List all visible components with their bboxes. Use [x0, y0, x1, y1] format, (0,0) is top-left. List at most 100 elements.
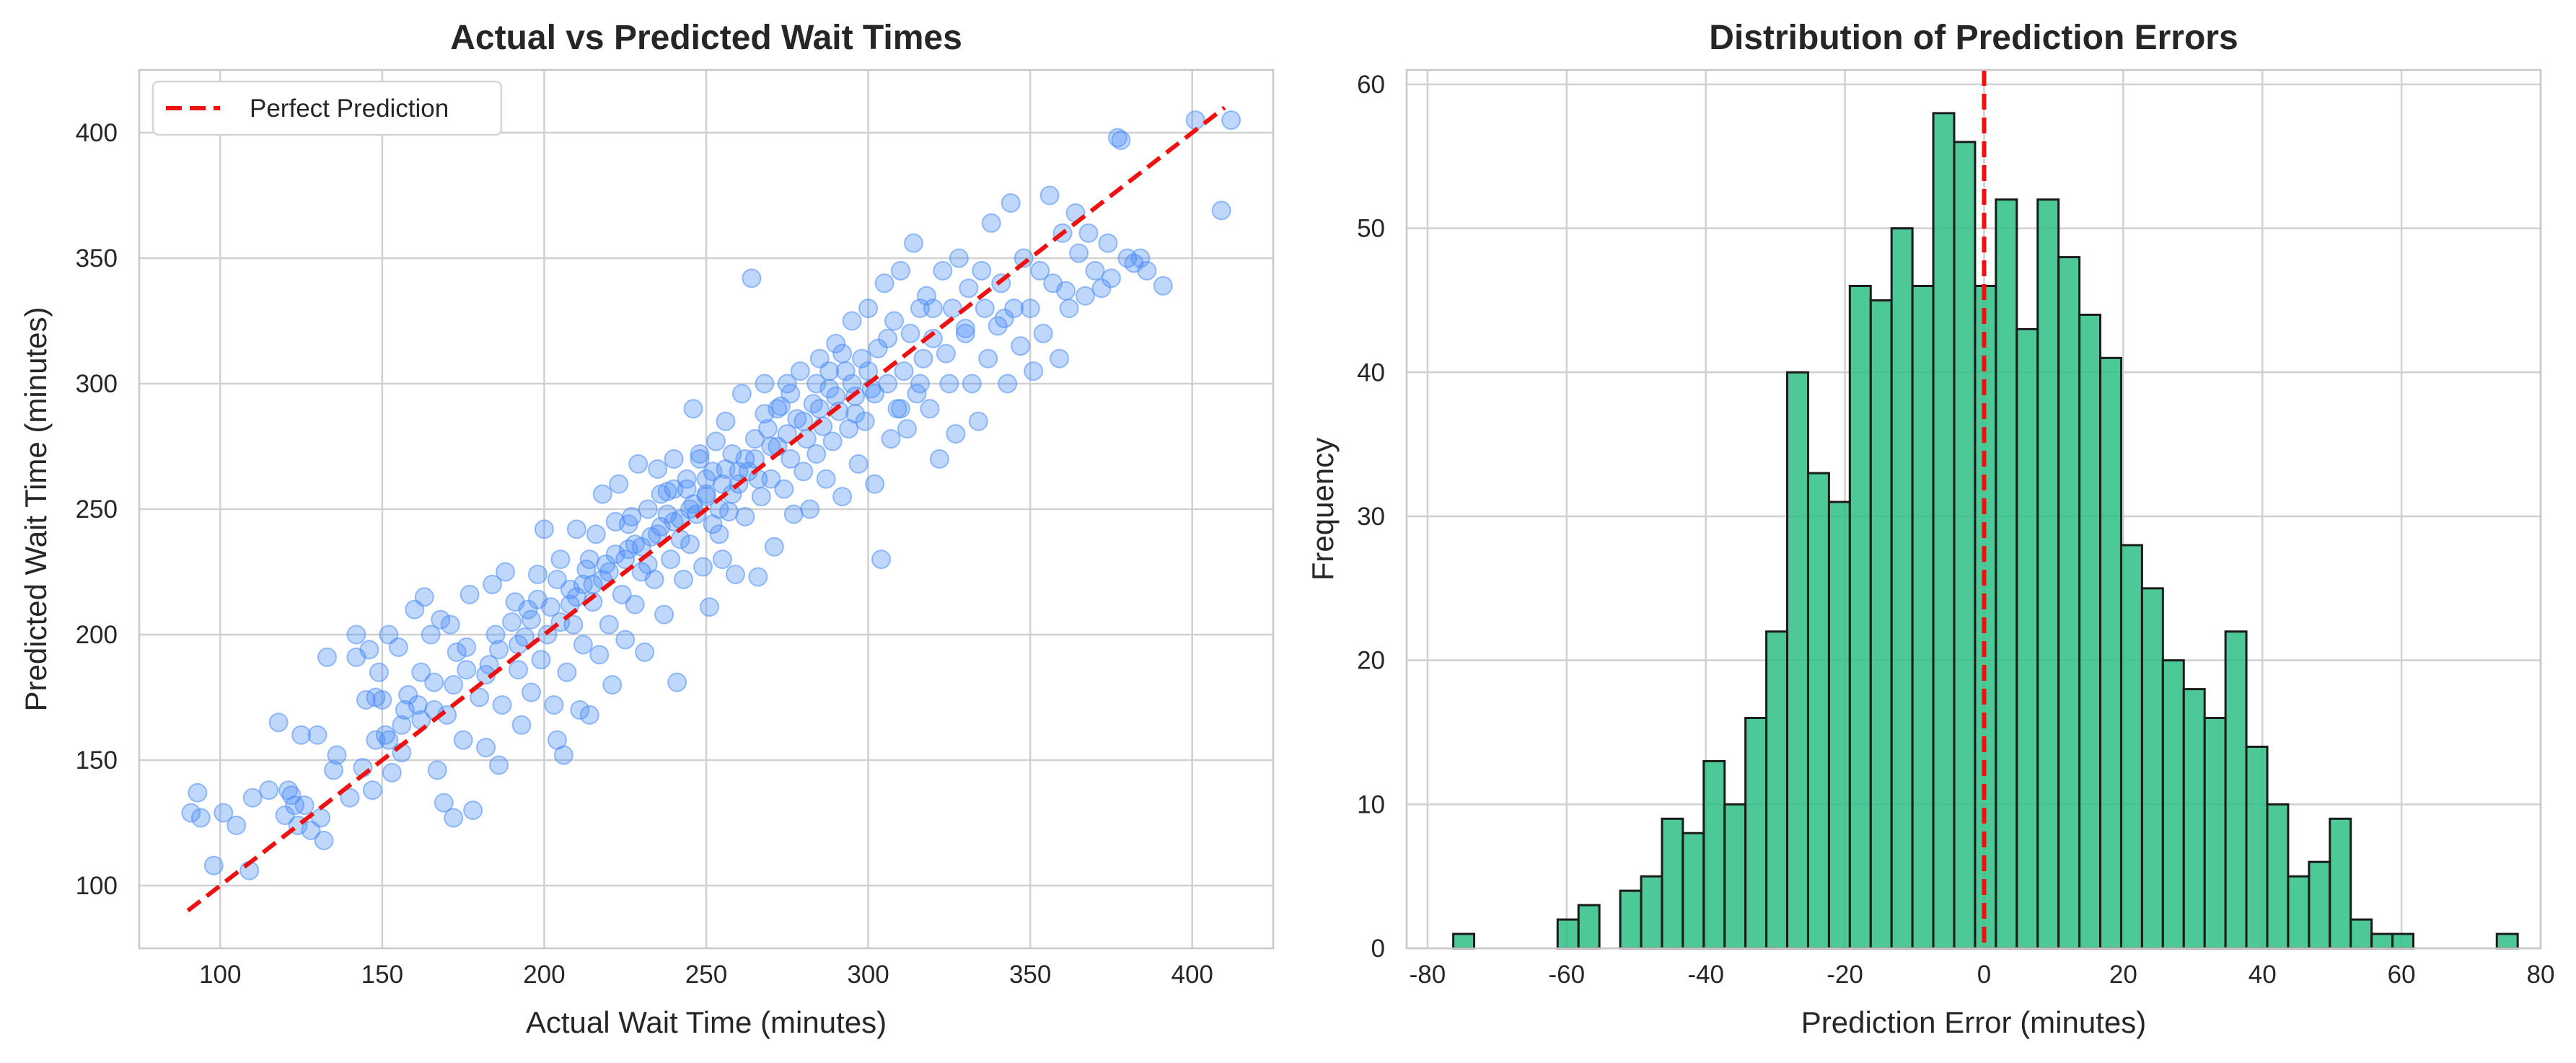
histogram-y-tick-label: 50: [1357, 215, 1385, 243]
scatter-y-axis-label: Predicted Wait Time (minutes): [19, 307, 53, 712]
scatter-x-ticks: 100 150 200 250 300 350 400: [199, 961, 1213, 989]
scatter-x-tick-label: 250: [685, 961, 727, 989]
scatter-point: [1004, 299, 1024, 319]
scatter-point: [599, 562, 619, 582]
scatter-point: [874, 273, 894, 294]
scatter-point: [822, 431, 843, 451]
histogram-x-tick-label: 0: [1977, 961, 1991, 989]
histogram-bar: [2119, 544, 2143, 950]
scatter-point: [550, 550, 571, 570]
scatter-point: [832, 343, 853, 363]
histogram-bar: [2266, 803, 2290, 950]
histogram-y-ticks: 0 10 20 30 40 50 60: [1357, 71, 1385, 963]
scatter-point: [696, 469, 716, 489]
scatter-point: [612, 584, 632, 604]
scatter-point: [635, 642, 655, 662]
scatter-point: [369, 662, 389, 682]
scatter-point: [1050, 348, 1070, 369]
scatter-x-tick-label: 200: [523, 961, 565, 989]
scatter-point: [703, 514, 723, 534]
scatter-point: [683, 399, 703, 419]
histogram-x-ticks: -80 -60 -40 -20 0 20 40 60 80: [1410, 961, 2555, 989]
scatter-point: [1030, 260, 1050, 281]
scatter-point: [1107, 128, 1127, 148]
scatter-point: [903, 233, 923, 253]
scatter-point: [748, 469, 768, 489]
scatter-point: [1024, 361, 1044, 381]
scatter-point: [1185, 110, 1205, 131]
scatter-point: [783, 504, 804, 524]
histogram-bar: [2308, 860, 2331, 950]
scatter-point: [340, 788, 360, 808]
scatter-point: [188, 782, 208, 803]
scatter-point: [705, 431, 726, 451]
histogram-bar: [1723, 803, 1747, 950]
scatter-point: [819, 361, 840, 381]
scatter-point: [615, 550, 636, 570]
scatter-point: [323, 760, 343, 780]
scatter-point: [748, 567, 768, 587]
scatter-point: [816, 469, 836, 489]
scatter-point: [1085, 260, 1105, 281]
scatter-x-axis-label: Actual Wait Time (minutes): [526, 1005, 887, 1039]
histogram-bar: [1890, 227, 1914, 950]
scatter-title: Actual vs Predicted Wait Times: [450, 19, 962, 57]
scatter-point: [566, 587, 586, 607]
scatter-point: [725, 564, 745, 584]
scatter-point: [709, 524, 729, 544]
scatter-point: [667, 672, 687, 692]
scatter-point: [661, 550, 681, 570]
scatter-point: [790, 361, 810, 381]
scatter-point: [794, 411, 814, 431]
scatter-point: [534, 519, 554, 539]
scatter-point: [664, 449, 684, 469]
scatter-point: [431, 609, 451, 630]
scatter-point: [483, 574, 503, 594]
scatter-point: [781, 449, 801, 469]
scatter-point: [547, 569, 567, 589]
scatter-x-tick-label: 100: [199, 961, 241, 989]
scatter-point: [716, 459, 736, 479]
scatter-point: [489, 755, 509, 775]
scatter-point: [712, 550, 732, 570]
scatter-point: [777, 424, 797, 444]
scatter-point: [670, 529, 690, 550]
scatter-point: [988, 316, 1008, 336]
scatter-point: [848, 454, 869, 474]
scatter-point: [693, 557, 713, 577]
scatter-point: [242, 788, 263, 808]
scatter-point: [327, 745, 347, 765]
scatter-point: [664, 479, 684, 499]
scatter-point: [826, 333, 846, 353]
scatter-point: [414, 587, 434, 607]
histogram-bar: [2140, 587, 2164, 950]
histogram-bar: [2224, 630, 2248, 950]
scatter-point: [998, 374, 1018, 394]
histogram-bar: [1765, 630, 1789, 950]
scatter-point: [664, 511, 684, 532]
histogram-bar: [2203, 717, 2227, 950]
histogram-y-tick-label: 60: [1357, 71, 1385, 99]
scatter-y-tick-label: 150: [76, 746, 118, 775]
scatter-point: [1020, 299, 1040, 319]
histogram-x-tick-label: 40: [2248, 961, 2277, 989]
scatter-point: [444, 808, 464, 828]
scatter-point: [521, 609, 541, 630]
scatter-point: [317, 647, 338, 667]
scatter-point: [680, 534, 700, 555]
histogram-bar: [2182, 688, 2206, 950]
scatter-point: [311, 808, 331, 828]
histogram-bar: [1995, 198, 2018, 950]
scatter-x-tick-label: 350: [1009, 961, 1051, 989]
scatter-point: [858, 299, 879, 319]
scatter-point: [1098, 233, 1118, 253]
scatter-point: [768, 399, 788, 419]
scatter-point: [939, 374, 959, 394]
scatter-point: [742, 268, 762, 288]
scatter-point: [794, 462, 814, 482]
scatter-point: [573, 574, 593, 594]
histogram-x-axis-label: Prediction Error (minutes): [1801, 1005, 2146, 1039]
scatter-x-tick-label: 300: [847, 961, 889, 989]
scatter-point: [923, 299, 943, 319]
scatter-point: [968, 411, 988, 431]
